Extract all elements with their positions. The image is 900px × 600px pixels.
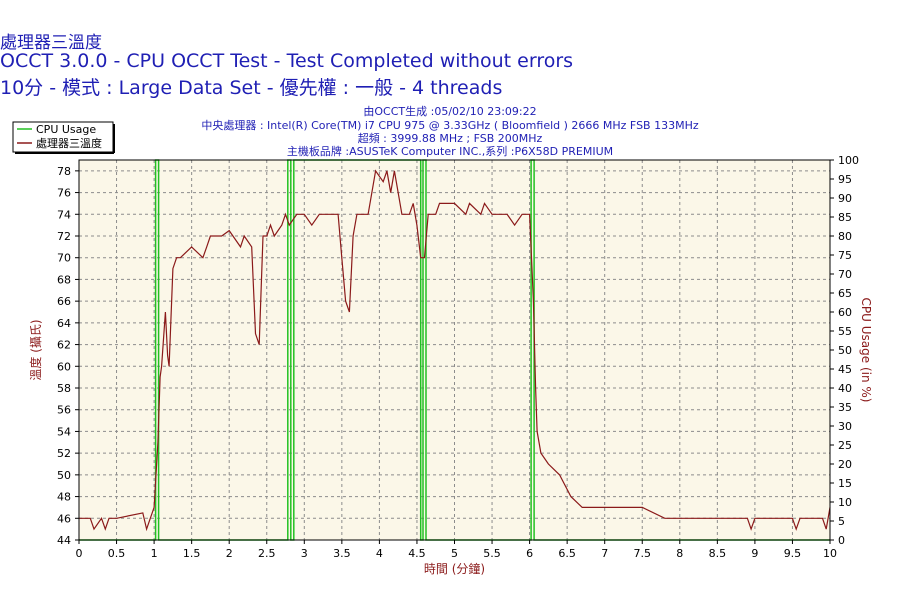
y-tick-label: 72 <box>57 230 71 243</box>
y2-tick-label: 5 <box>838 515 845 528</box>
x-tick-label: 6 <box>526 547 533 560</box>
y-tick-label: 46 <box>57 512 71 525</box>
chart-title: 處理器三溫度 <box>0 33 102 53</box>
y-tick-label: 62 <box>57 339 71 352</box>
y2-axis-label: CPU Usage (in %) <box>859 298 873 403</box>
y2-tick-label: 25 <box>838 439 852 452</box>
y-axis-label: 溫度 (攝氏) <box>28 319 43 380</box>
chart-detail: 10分 - 模式 : Large Data Set - 優先權 : 一般 - 4… <box>0 77 503 99</box>
x-tick-label: 3.5 <box>333 547 351 560</box>
legend-label-cpu: CPU Usage <box>36 123 96 136</box>
y2-tick-label: 70 <box>838 268 852 281</box>
y2-tick-label: 10 <box>838 496 852 509</box>
x-tick-label: 5 <box>451 547 458 560</box>
y2-tick-label: 50 <box>838 344 852 357</box>
x-tick-label: 8.5 <box>709 547 727 560</box>
y2-tick-label: 65 <box>838 287 852 300</box>
y2-tick-label: 100 <box>838 154 859 167</box>
y2-tick-label: 75 <box>838 249 852 262</box>
y-tick-label: 68 <box>57 273 71 286</box>
y2-tick-label: 40 <box>838 382 852 395</box>
info-generated: 由OCCT生成 :05/02/10 23:09:22 <box>363 105 537 118</box>
x-tick-label: 0 <box>76 547 83 560</box>
y-tick-label: 74 <box>57 208 71 221</box>
info-clock: 超頻 : 3999.88 MHz ; FSB 200MHz <box>357 132 543 145</box>
y-tick-label: 78 <box>57 165 71 178</box>
x-tick-label: 2.5 <box>258 547 276 560</box>
y-tick-label: 50 <box>57 469 71 482</box>
y2-tick-label: 15 <box>838 477 852 490</box>
x-tick-label: 1 <box>151 547 158 560</box>
y-tick-label: 60 <box>57 360 71 373</box>
y2-tick-label: 90 <box>838 192 852 205</box>
y2-tick-label: 55 <box>838 325 852 338</box>
x-tick-label: 7 <box>601 547 608 560</box>
y2-tick-label: 30 <box>838 420 852 433</box>
y-tick-label: 48 <box>57 491 71 504</box>
x-tick-label: 8 <box>676 547 683 560</box>
info-cpu: 中央處理器 : Intel(R) Core(TM) i7 CPU 975 @ 3… <box>201 119 699 132</box>
x-tick-label: 9 <box>751 547 758 560</box>
x-tick-label: 2 <box>226 547 233 560</box>
legend-label-temp: 處理器三溫度 <box>36 136 102 150</box>
x-tick-label: 5.5 <box>483 547 501 560</box>
y2-tick-label: 85 <box>838 211 852 224</box>
y2-tick-label: 60 <box>838 306 852 319</box>
x-tick-label: 1.5 <box>183 547 201 560</box>
x-tick-label: 4 <box>376 547 383 560</box>
x-tick-label: 4.5 <box>408 547 426 560</box>
plot-area <box>79 160 830 540</box>
y-tick-label: 52 <box>57 447 71 460</box>
temperature-line <box>79 169 831 532</box>
y-tick-label: 56 <box>57 404 71 417</box>
y2-tick-label: 0 <box>838 534 845 547</box>
chart-subtitle: OCCT 3.0.0 - CPU OCCT Test - Test Comple… <box>0 50 574 72</box>
y2-tick-label: 95 <box>838 173 852 186</box>
y2-tick-label: 20 <box>838 458 852 471</box>
y-tick-label: 64 <box>57 317 71 330</box>
y-tick-label: 58 <box>57 382 71 395</box>
info-board: 主機板品牌 :ASUSTeK Computer INC.,系列 :P6X58D … <box>286 145 614 158</box>
y-tick-label: 66 <box>57 295 71 308</box>
x-tick-label: 0.5 <box>108 547 126 560</box>
x-tick-label: 10 <box>823 547 837 560</box>
x-tick-label: 7.5 <box>634 547 652 560</box>
y-tick-label: 70 <box>57 252 71 265</box>
y-tick-label: 76 <box>57 187 71 200</box>
y2-tick-label: 35 <box>838 401 852 414</box>
y2-tick-label: 45 <box>838 363 852 376</box>
y2-tick-label: 80 <box>838 230 852 243</box>
x-axis-label: 時間 (分鐘) <box>424 561 485 576</box>
y-tick-label: 44 <box>57 534 71 547</box>
x-tick-label: 6.5 <box>558 547 576 560</box>
x-tick-label: 3 <box>301 547 308 560</box>
y-tick-label: 54 <box>57 425 71 438</box>
x-tick-label: 9.5 <box>784 547 802 560</box>
